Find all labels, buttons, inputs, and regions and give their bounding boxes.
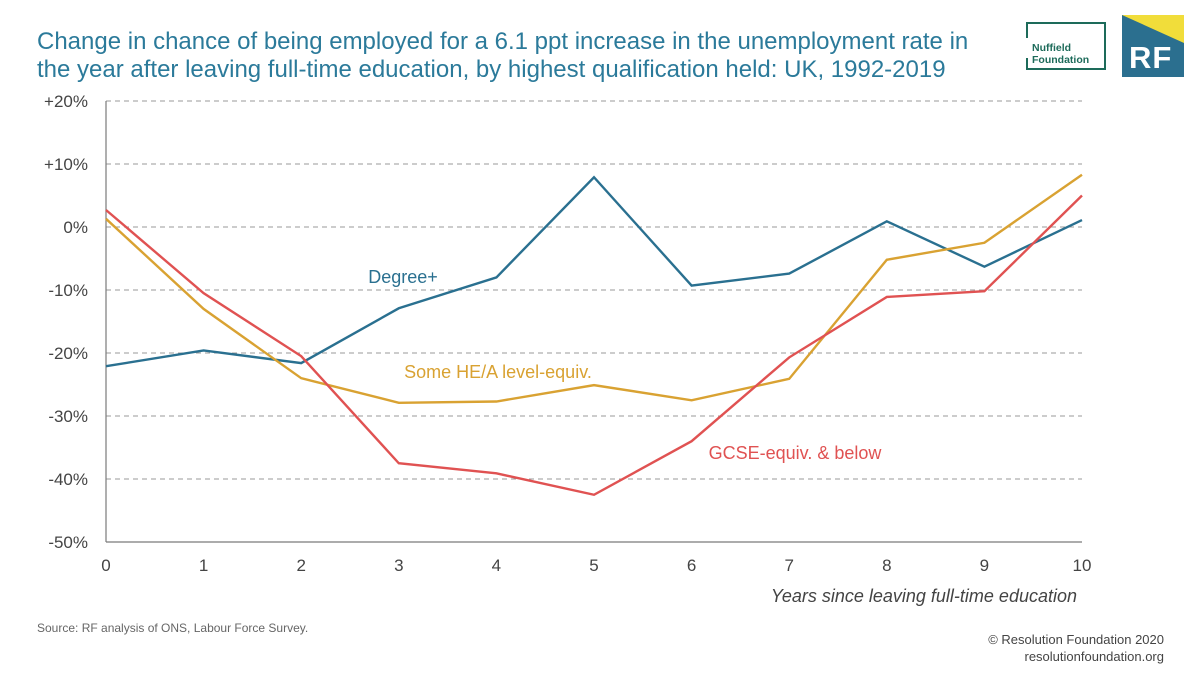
y-tick-label: -40% bbox=[48, 470, 88, 489]
gridlines bbox=[106, 100, 1082, 480]
axes: +20% +10% 0% -10% -20% -30% -40% -50% 0 1 2 3 4 5 6 7 8 9… bbox=[44, 92, 1091, 575]
series-label-1: Some HE/A level-equiv. bbox=[404, 362, 592, 382]
series-line-2 bbox=[105, 194, 1083, 497]
y-tick-label: +20% bbox=[44, 92, 88, 111]
x-tick-label: 8 bbox=[882, 556, 891, 575]
series-labels: Degree+ Some HE/A level-equiv. GCSE-equiv.… bbox=[368, 267, 882, 463]
y-tick-label: -30% bbox=[48, 407, 88, 426]
rf-logo-text: RF bbox=[1129, 40, 1173, 75]
resolution-foundation-logo: RF bbox=[1122, 15, 1184, 77]
x-tick-label: 0 bbox=[101, 556, 110, 575]
y-tick-label: -10% bbox=[48, 281, 88, 300]
nuffield-foundation-logo: Nuffield Foundation bbox=[1026, 22, 1106, 70]
series-label-0: Degree+ bbox=[368, 267, 438, 287]
source-note: Source: RF analysis of ONS, Labour Force… bbox=[37, 621, 309, 635]
chart-title-line-1: Change in chance of being employed for a… bbox=[37, 28, 969, 55]
x-tick-label: 10 bbox=[1073, 556, 1092, 575]
y-tick-label: -20% bbox=[48, 344, 88, 363]
website-text: resolutionfoundation.org bbox=[1024, 649, 1165, 664]
x-tick-label: 5 bbox=[589, 556, 598, 575]
series-lines bbox=[105, 173, 1083, 497]
copyright-text: © Resolution Foundation 2020 bbox=[988, 632, 1164, 647]
x-tick-label: 3 bbox=[394, 556, 403, 575]
copyright-block: © Resolution Foundation 2020 resolutionf… bbox=[988, 631, 1164, 665]
y-tick-label: +10% bbox=[44, 155, 88, 174]
x-tick-label: 4 bbox=[492, 556, 501, 575]
nuffield-logo-text: Nuffield Foundation bbox=[1032, 42, 1090, 66]
chart-title: Change in chance of being employed for a… bbox=[37, 28, 1017, 84]
series-line-0 bbox=[105, 175, 1083, 368]
x-tick-label: 7 bbox=[784, 556, 793, 575]
x-tick-label: 1 bbox=[199, 556, 208, 575]
x-axis-label: Years since leaving full-time education bbox=[771, 586, 1077, 606]
series-line-1 bbox=[105, 173, 1083, 404]
series-label-2: GCSE-equiv. & below bbox=[709, 443, 883, 463]
y-tick-label: 0% bbox=[63, 218, 88, 237]
y-tick-label: -50% bbox=[48, 533, 88, 552]
chart-title-line-2: the year after leaving full-time educati… bbox=[37, 56, 946, 83]
x-tick-label: 2 bbox=[296, 556, 305, 575]
x-tick-label: 6 bbox=[687, 556, 696, 575]
x-tick-label: 9 bbox=[980, 556, 989, 575]
